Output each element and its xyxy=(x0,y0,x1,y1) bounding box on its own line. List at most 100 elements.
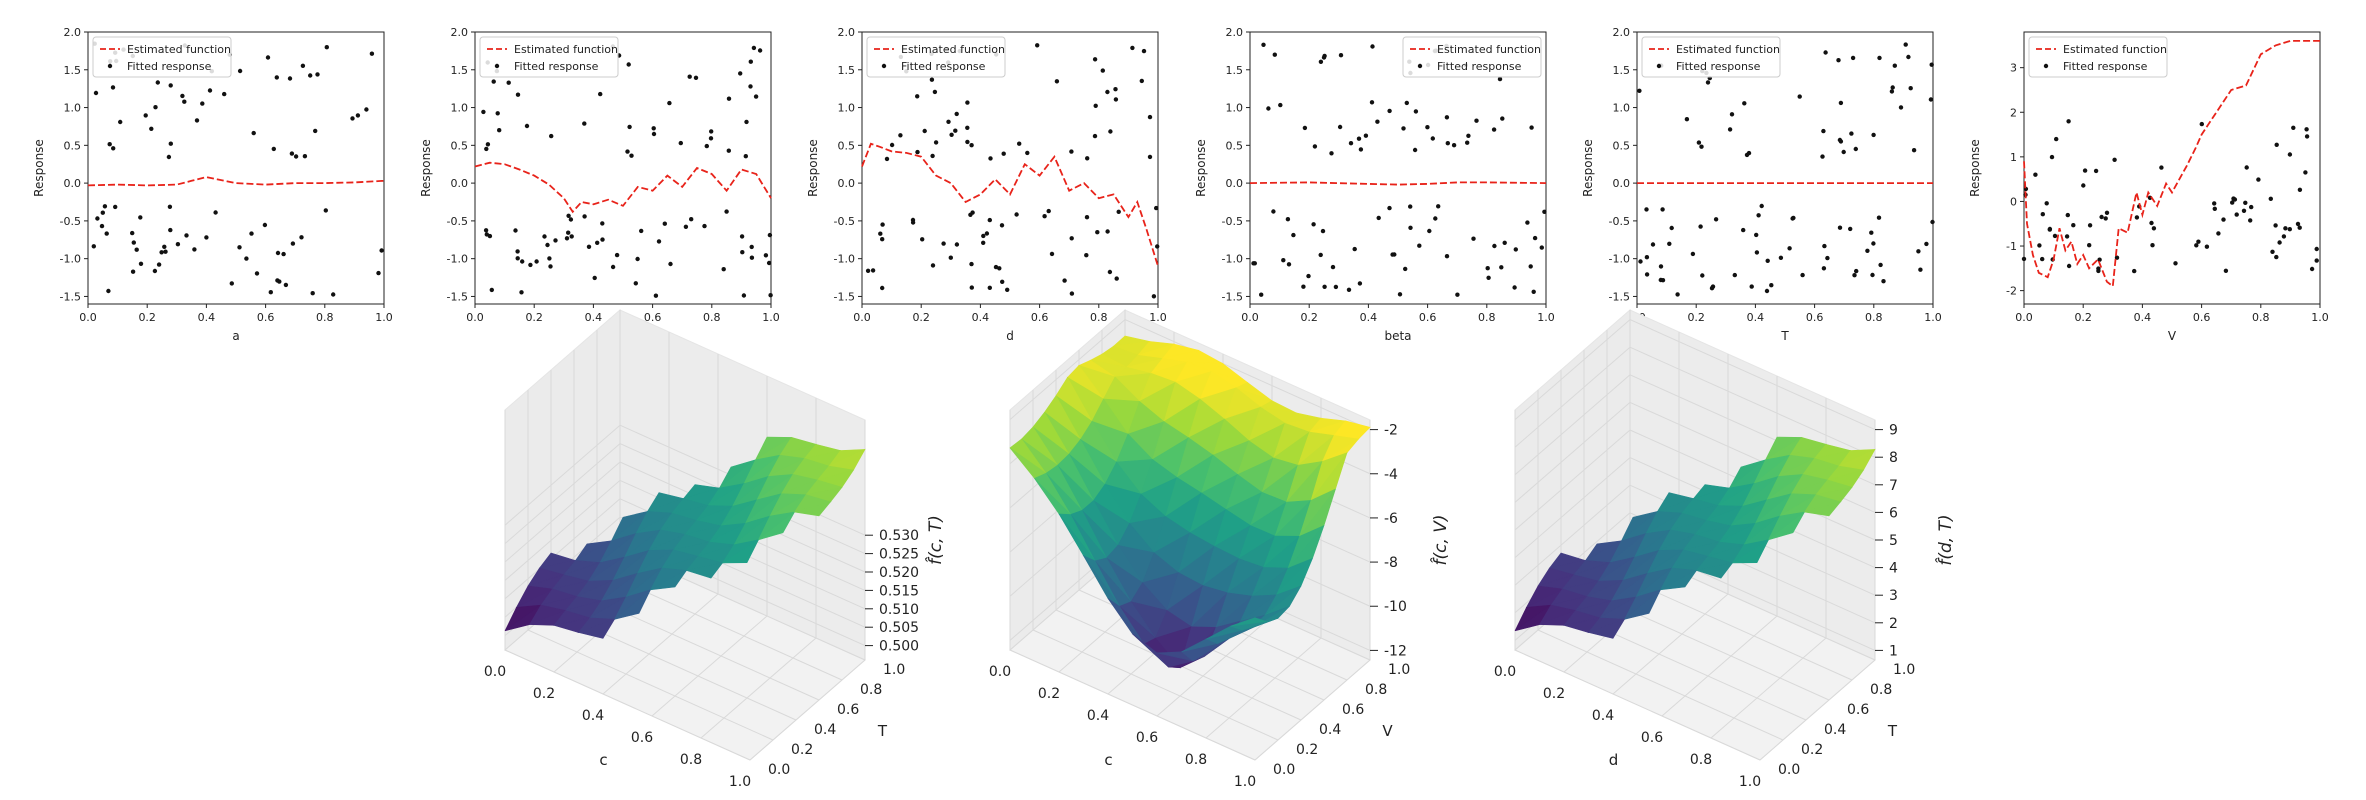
data-point xyxy=(987,217,992,223)
data-point xyxy=(1000,279,1005,284)
x-tick-label: 0.6 xyxy=(1031,311,1049,324)
data-point xyxy=(110,85,116,90)
x-tick-label: 0.8 xyxy=(1185,752,1207,768)
x-tick-label: 0.2 xyxy=(1543,686,1565,702)
y-tick-label: 1.5 xyxy=(838,64,856,77)
data-point xyxy=(155,80,160,85)
data-point xyxy=(635,256,640,262)
data-point xyxy=(1113,97,1119,102)
z-tick-label: 6 xyxy=(1889,505,1898,521)
data-point xyxy=(1401,126,1406,131)
data-point xyxy=(1113,87,1118,92)
data-point xyxy=(506,80,511,85)
data-point xyxy=(748,84,753,89)
data-point xyxy=(1105,89,1110,95)
data-point xyxy=(1658,264,1664,269)
data-point xyxy=(1539,245,1545,250)
y-tick-label: -1.5 xyxy=(60,290,81,303)
data-point xyxy=(163,249,168,254)
data-point xyxy=(1727,127,1733,132)
data-point xyxy=(323,208,328,213)
x-tick-label: 1.0 xyxy=(729,774,751,790)
data-point xyxy=(766,260,772,266)
data-point xyxy=(1001,151,1006,156)
data-point xyxy=(929,77,935,82)
data-point xyxy=(1474,118,1479,123)
data-point xyxy=(1821,266,1827,271)
data-point xyxy=(275,278,280,283)
data-point xyxy=(2295,221,2301,227)
x-tick-label: 0.8 xyxy=(703,311,721,324)
z-tick-label: -8 xyxy=(1384,555,1398,571)
y-tick-label: 0.4 xyxy=(1824,722,1846,738)
data-point xyxy=(1924,241,1929,247)
y-tick-label: -2 xyxy=(2006,285,2017,298)
data-point xyxy=(932,89,938,95)
data-point xyxy=(207,88,213,93)
data-point xyxy=(740,250,745,255)
data-point xyxy=(2054,136,2059,142)
data-point xyxy=(2249,204,2254,210)
data-point xyxy=(1425,125,1430,130)
data-point xyxy=(99,223,105,229)
data-point xyxy=(2212,201,2217,206)
x-tick-label: 0.6 xyxy=(1641,730,1663,746)
x-tick-label: 1.0 xyxy=(762,311,780,324)
y-tick-label: -1.5 xyxy=(1609,290,1630,303)
plot-bottom-2: 0.00.20.40.60.81.00.00.20.40.60.81.0-2-4… xyxy=(989,308,1451,790)
y-axis-label: Response xyxy=(1194,139,1208,197)
data-point xyxy=(1741,227,1746,233)
data-point xyxy=(1306,273,1311,279)
data-point xyxy=(1638,259,1643,264)
data-point xyxy=(1821,128,1826,134)
y-axis-label: V xyxy=(1382,722,1393,740)
y-tick-label: 1.0 xyxy=(1613,102,1631,115)
data-point xyxy=(1871,132,1876,138)
data-point xyxy=(192,247,197,252)
data-point xyxy=(1397,292,1403,297)
data-point xyxy=(1042,214,1047,219)
data-point xyxy=(600,221,605,226)
data-point xyxy=(534,259,539,264)
data-point xyxy=(1271,209,1276,214)
data-point xyxy=(1105,229,1110,234)
y-tick-label: 0.0 xyxy=(838,177,856,190)
data-point xyxy=(984,231,990,236)
estimated-line xyxy=(2023,40,2320,288)
data-point xyxy=(922,128,927,134)
legend: Estimated function Fitted response xyxy=(1402,36,1542,78)
data-point xyxy=(1049,251,1055,257)
y-tick-label: 0.0 xyxy=(451,177,469,190)
data-point xyxy=(254,271,260,276)
grid-line xyxy=(1514,457,1631,558)
data-point xyxy=(547,256,552,261)
data-point xyxy=(1759,203,1764,209)
data-point xyxy=(1675,292,1680,297)
data-point xyxy=(965,139,970,145)
data-point xyxy=(721,267,726,272)
data-point xyxy=(741,293,747,298)
data-point xyxy=(1644,272,1650,277)
grid-line xyxy=(602,593,719,695)
z-axis-label: f̂(d, T) xyxy=(1935,514,1956,565)
data-point xyxy=(1836,58,1841,63)
data-point xyxy=(168,227,173,233)
y-tick-label: 2.0 xyxy=(1226,26,1244,39)
data-point xyxy=(237,68,243,74)
y-tick-label: 0.2 xyxy=(791,742,813,758)
data-point xyxy=(1357,281,1363,286)
data-point xyxy=(2065,212,2070,218)
legend: Estimated function Fitted response xyxy=(1641,36,1781,78)
data-point xyxy=(1387,108,1392,114)
data-point xyxy=(1329,151,1334,156)
data-point xyxy=(1754,232,1759,238)
data-point xyxy=(1667,241,1672,246)
y-tick-label: -0.5 xyxy=(1222,215,1243,228)
grid-line xyxy=(1514,429,1631,531)
data-point xyxy=(369,51,375,56)
legend-points-label: Fitted response xyxy=(127,60,212,73)
data-point xyxy=(1850,55,1856,61)
scatter-series xyxy=(481,44,773,298)
data-point xyxy=(2248,218,2253,223)
data-point xyxy=(744,119,749,125)
